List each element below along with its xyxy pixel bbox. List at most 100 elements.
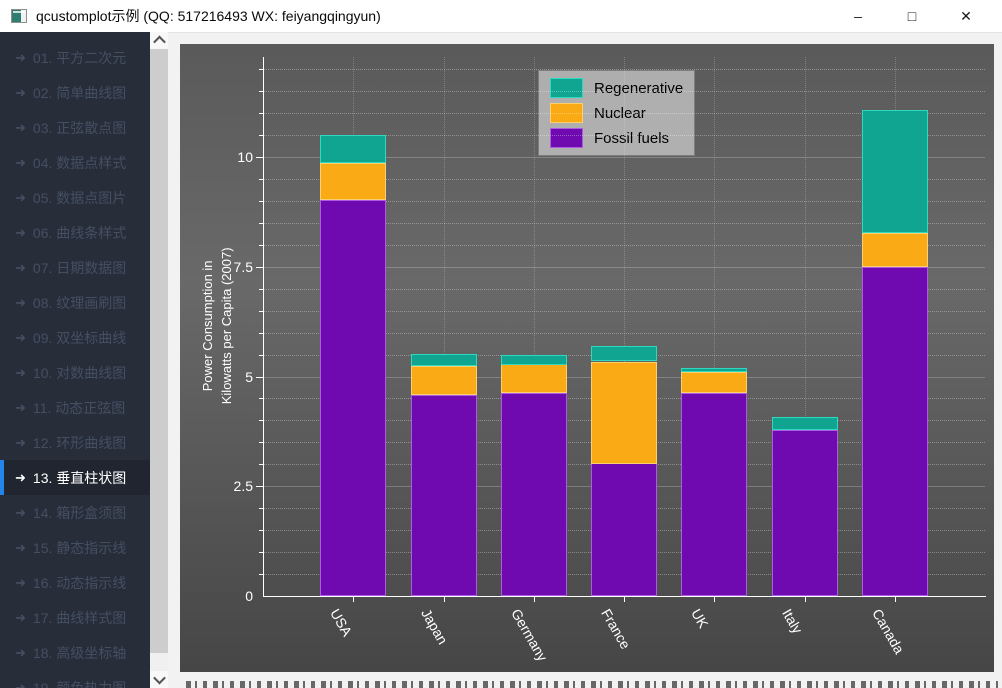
sidebar-item-label: 04. 数据点样式 <box>32 154 127 171</box>
x-tick-label: Germany <box>508 606 551 664</box>
x-tick-label: France <box>598 606 634 652</box>
maximize-button[interactable]: □ <box>907 8 917 24</box>
sidebar-scrollbar[interactable] <box>150 32 168 688</box>
sidebar-item-10[interactable]: ➜ 10. 对数曲线图 <box>0 355 150 390</box>
sidebar-item-11[interactable]: ➜ 11. 动态正弦图 <box>0 390 150 425</box>
scroll-up-button[interactable] <box>150 32 168 49</box>
chart-canvas[interactable]: Power Consumption in Kilowatts per Capit… <box>180 44 994 672</box>
sidebar-item-18[interactable]: ➜ 18. 高级坐标轴 <box>0 635 150 670</box>
y-tick-major <box>256 486 263 487</box>
sidebar-item-label: 12. 环形曲线图 <box>32 434 127 451</box>
app-icon <box>11 9 27 23</box>
y-tick-sub <box>259 508 263 509</box>
sidebar-item-16[interactable]: ➜ 16. 动态指示线 <box>0 565 150 600</box>
gridline-category <box>805 57 806 596</box>
sidebar-item-14[interactable]: ➜ 14. 箱形盒须图 <box>0 495 150 530</box>
sidebar-item-label: 15. 静态指示线 <box>32 539 127 556</box>
sidebar: ➜ 01. 平方二次元 ➜ 02. 简单曲线图 ➜ 03. 正弦散点图 ➜ 04. 数据点样式… <box>0 32 150 688</box>
sidebar-item-label: 16. 动态指示线 <box>32 574 127 591</box>
sidebar-item-9[interactable]: ➜ 09. 双坐标曲线 <box>0 320 150 355</box>
bar-segment-regenerative <box>862 110 928 233</box>
y-tick-label: 7.5 <box>233 259 253 275</box>
chevron-up-icon <box>152 35 166 49</box>
sidebar-item-15[interactable]: ➜ 15. 静态指示线 <box>0 530 150 565</box>
x-tick-label: Japan <box>418 606 452 648</box>
y-tick-major <box>256 157 263 158</box>
gridline-category <box>624 57 625 596</box>
bar-segment-fossil-fuels <box>772 430 838 596</box>
gridline-sub <box>263 69 985 70</box>
close-button[interactable]: ✕ <box>960 7 972 24</box>
gridline-sub <box>263 223 985 224</box>
sidebar-item-7[interactable]: ➜ 07. 日期数据图 <box>0 250 150 285</box>
gridline-sub <box>263 311 985 312</box>
bar-segment-nuclear <box>411 366 477 395</box>
bar-segment-nuclear <box>320 163 386 200</box>
sidebar-item-4[interactable]: ➜ 04. 数据点样式 <box>0 145 150 180</box>
bar-segment-fossil-fuels <box>411 395 477 596</box>
bar-segment-nuclear <box>501 364 567 393</box>
y-tick-label: 0 <box>245 588 253 604</box>
arrow-icon: ➜ <box>15 364 26 380</box>
bar-segment-fossil-fuels <box>501 393 567 596</box>
selected-accent-bar <box>0 460 4 495</box>
gridline-category <box>534 57 535 596</box>
x-tick <box>534 597 535 602</box>
sidebar-item-label: 19. 颜色热力图 <box>32 679 127 688</box>
sidebar-item-label: 17. 曲线样式图 <box>32 609 127 626</box>
sidebar-item-19[interactable]: ➜ 19. 颜色热力图 <box>0 670 150 688</box>
y-tick-sub <box>259 574 263 575</box>
bar-segment-regenerative <box>772 417 838 430</box>
arrow-icon: ➜ <box>15 399 26 415</box>
gridline-sub <box>263 289 985 290</box>
sidebar-item-1[interactable]: ➜ 01. 平方二次元 <box>0 40 150 75</box>
sidebar-item-2[interactable]: ➜ 02. 简单曲线图 <box>0 75 150 110</box>
y-tick-sub <box>259 135 263 136</box>
gridline-major <box>263 157 985 158</box>
legend-swatch <box>550 78 583 98</box>
y-tick-sub <box>259 113 263 114</box>
minimize-button[interactable]: – <box>854 8 862 24</box>
sidebar-item-label: 01. 平方二次元 <box>32 49 127 66</box>
y-tick-label: 10 <box>237 149 253 165</box>
title-bar: qcustomplot示例 (QQ: 517216493 WX: feiyang… <box>0 0 1002 33</box>
scroll-down-button[interactable] <box>150 671 168 688</box>
legend-label: Regenerative <box>594 79 684 97</box>
sidebar-item-label: 07. 日期数据图 <box>32 259 127 276</box>
legend-label: Nuclear <box>594 104 646 122</box>
arrow-icon: ➜ <box>15 154 26 170</box>
x-tick <box>353 597 354 602</box>
sidebar-item-5[interactable]: ➜ 05. 数据点图片 <box>0 180 150 215</box>
sidebar-item-3[interactable]: ➜ 03. 正弦散点图 <box>0 110 150 145</box>
sidebar-item-label: 10. 对数曲线图 <box>32 364 127 381</box>
y-tick-sub <box>259 333 263 334</box>
sidebar-item-label: 11. 动态正弦图 <box>32 399 126 416</box>
gridline-sub <box>263 201 985 202</box>
y-tick-major <box>256 267 263 268</box>
arrow-icon: ➜ <box>15 504 26 520</box>
sidebar-item-13[interactable]: ➜ 13. 垂直柱状图 <box>0 460 150 495</box>
gridline-sub <box>263 179 985 180</box>
bar-segment-regenerative <box>411 354 477 366</box>
arrow-icon: ➜ <box>15 329 26 345</box>
y-tick-sub <box>259 420 263 421</box>
bar-segment-fossil-fuels <box>320 200 386 596</box>
sidebar-item-17[interactable]: ➜ 17. 曲线样式图 <box>0 600 150 635</box>
y-tick-sub <box>259 245 263 246</box>
sidebar-list: ➜ 01. 平方二次元 ➜ 02. 简单曲线图 ➜ 03. 正弦散点图 ➜ 04. 数据点样式… <box>0 40 150 688</box>
sidebar-item-label: 13. 垂直柱状图 <box>32 469 127 486</box>
sidebar-item-8[interactable]: ➜ 08. 纹理画刷图 <box>0 285 150 320</box>
sidebar-item-12[interactable]: ➜ 12. 环形曲线图 <box>0 425 150 460</box>
sidebar-item-label: 02. 简单曲线图 <box>32 84 127 101</box>
window-title: qcustomplot示例 (QQ: 517216493 WX: feiyang… <box>36 8 381 24</box>
sidebar-item-6[interactable]: ➜ 06. 曲线条样式 <box>0 215 150 250</box>
y-tick-sub <box>259 91 263 92</box>
legend-item: Nuclear <box>550 103 683 123</box>
arrow-icon: ➜ <box>15 434 26 450</box>
y-axis-line <box>263 57 264 596</box>
bar-segment-nuclear <box>591 362 657 464</box>
bar-segment-regenerative <box>501 355 567 365</box>
arrow-icon: ➜ <box>15 189 26 205</box>
y-tick-sub <box>259 398 263 399</box>
scrollbar-thumb[interactable] <box>150 49 168 653</box>
